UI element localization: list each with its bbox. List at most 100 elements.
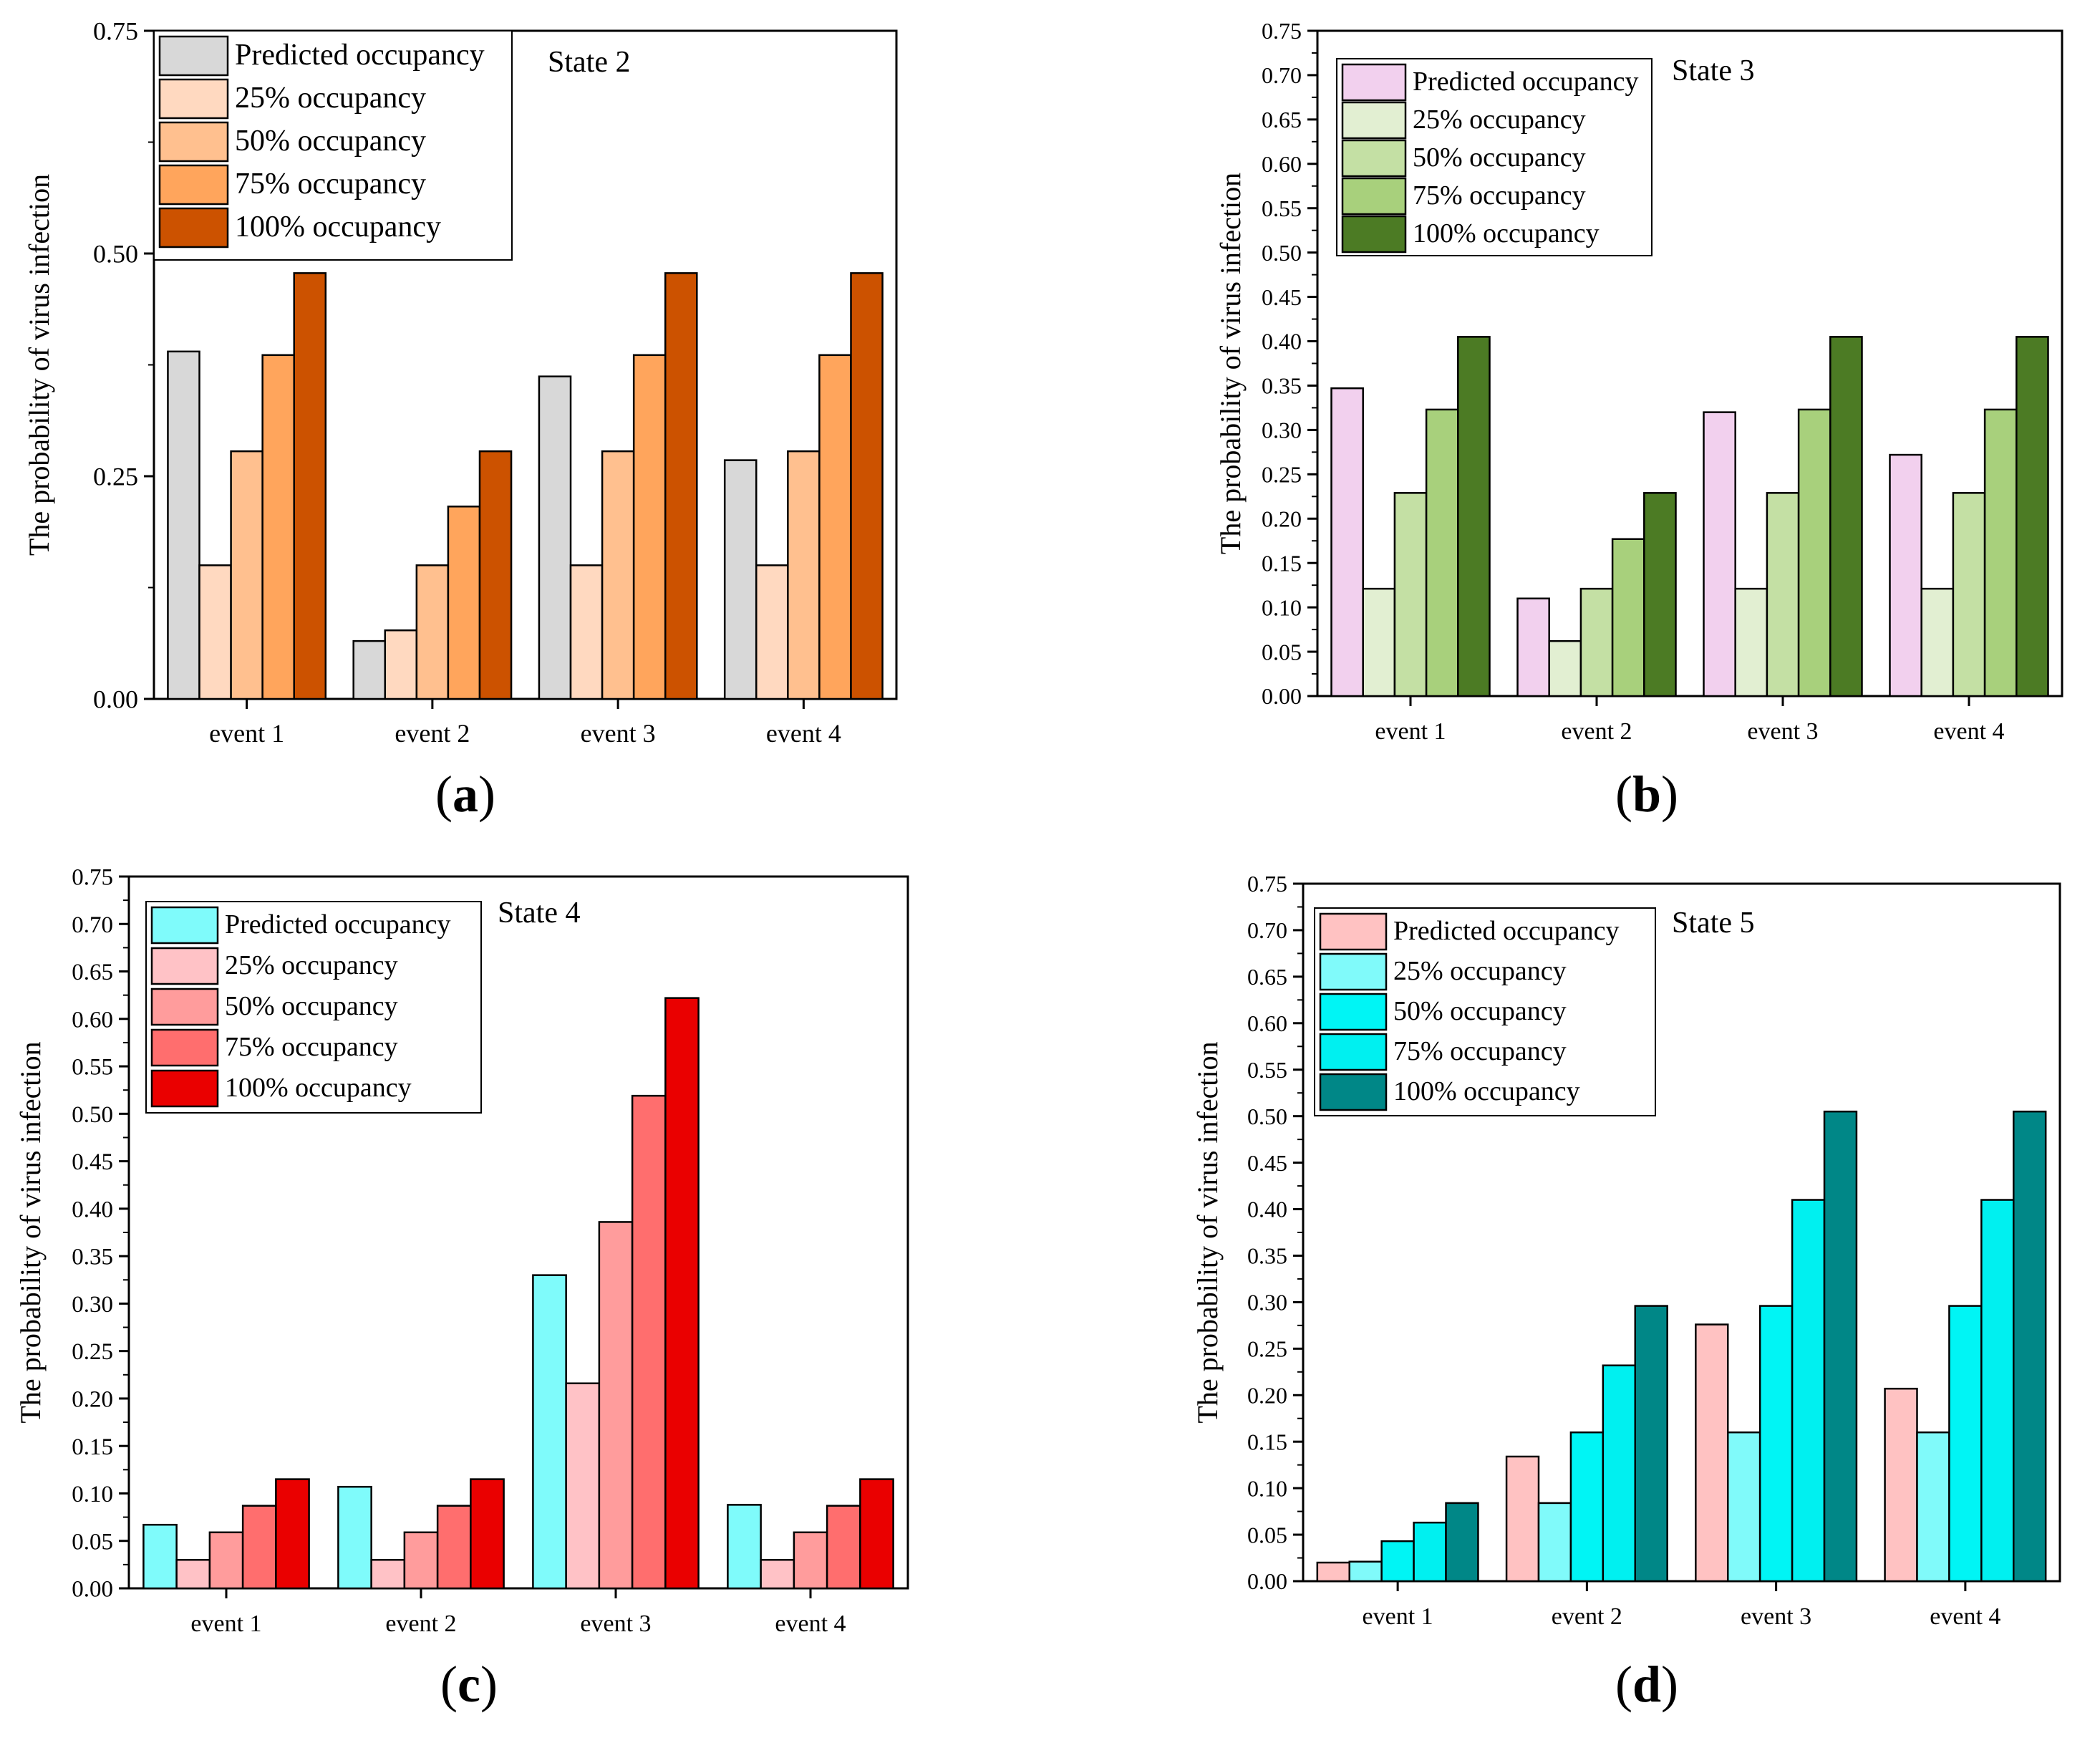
legend-swatch	[158, 164, 229, 206]
bar-event-3-4	[1797, 408, 1832, 697]
legend-swatch	[150, 947, 219, 985]
bar-event-1-3	[1380, 1540, 1415, 1583]
x-tick-label: event 4	[1933, 718, 2004, 745]
bar-event-2-4	[447, 506, 481, 700]
y-tick-label: 0.15	[72, 1434, 113, 1460]
legend-label: Predicted occupancy	[1413, 67, 1638, 97]
bar-event-2-2	[370, 1558, 406, 1590]
y-tick-label: 0.20	[1247, 1382, 1287, 1408]
bar-event-1-1	[142, 1523, 178, 1590]
y-axis-label: The probability of virus infection	[1214, 173, 1247, 554]
bar-event-2-3	[403, 1531, 439, 1590]
bar-event-4-5	[2013, 1110, 2047, 1583]
bar-event-4-3	[787, 450, 821, 700]
chart-title: State 2	[548, 46, 630, 79]
bar-event-3-5	[1829, 336, 1863, 697]
legend: Predicted occupancy 25% occupancy 50% occu…	[153, 30, 513, 261]
legend-swatch	[1319, 912, 1388, 951]
bar-event-3-2	[1734, 587, 1768, 697]
y-tick-label: 0.70	[1247, 917, 1287, 943]
legend-swatch	[1319, 993, 1388, 1031]
bar-event-1-3	[230, 450, 263, 700]
bar-event-2-3	[415, 564, 450, 700]
y-tick-label: 0.20	[1262, 506, 1302, 531]
bar-event-3-1	[1703, 411, 1736, 697]
bar-event-1-1	[1330, 387, 1364, 697]
y-tick-label: 0.60	[72, 1007, 113, 1033]
bar-event-3-3	[601, 450, 635, 700]
legend-label: 100% occupancy	[225, 1073, 412, 1103]
y-tick-label: 0.05	[72, 1529, 113, 1555]
y-tick-label: 0.65	[1247, 964, 1287, 990]
chart-title: State 5	[1672, 907, 1754, 940]
y-tick-label: 0.25	[1247, 1336, 1287, 1362]
bar-event-4-3	[793, 1531, 828, 1590]
chart-title: State 3	[1672, 54, 1754, 87]
legend-swatch	[158, 35, 229, 77]
panel-caption: (c)	[440, 1656, 498, 1713]
x-tick-label: event 1	[190, 1611, 261, 1637]
y-tick-label: 0.70	[1262, 62, 1302, 88]
y-tick-label: 0.00	[72, 1577, 113, 1603]
y-tick-label: 0.10	[1262, 594, 1302, 620]
y-tick-label: 0.60	[1247, 1010, 1287, 1036]
x-tick-label: event 2	[1561, 718, 1632, 745]
legend-swatch	[1319, 1073, 1388, 1111]
legend-swatch	[1341, 101, 1407, 140]
legend-swatch	[1341, 177, 1407, 216]
y-tick-label: 0.20	[72, 1386, 113, 1412]
y-tick-label: 0.15	[1262, 550, 1302, 576]
y-tick-label: 0.75	[1247, 871, 1287, 897]
bar-event-2-4	[1611, 538, 1645, 697]
legend-label: 25% occupancy	[225, 950, 398, 980]
bar-event-1-2	[175, 1558, 211, 1590]
bar-event-3-2	[565, 1382, 601, 1590]
legend-label: 75% occupancy	[1393, 1036, 1567, 1066]
legend-label: Predicted occupancy	[1393, 916, 1619, 946]
y-tick-label: 0.40	[1247, 1197, 1287, 1222]
x-tick-label: event 3	[580, 1611, 651, 1637]
y-tick-label: 0.15	[1247, 1429, 1287, 1454]
y-axis-label: The probability of virus infection	[23, 174, 55, 556]
legend-label: 25% occupancy	[1413, 105, 1586, 135]
bar-event-1-3	[1393, 492, 1428, 697]
bar-event-1-5	[1445, 1502, 1479, 1583]
x-tick-label: event 4	[766, 719, 841, 748]
y-axis-label: The probability of virus infection	[1191, 1041, 1224, 1423]
bar-event-1-2	[1362, 587, 1396, 697]
legend-label: Predicted occupancy	[235, 39, 485, 72]
legend-swatch	[1319, 1033, 1388, 1071]
bar-event-2-2	[1548, 639, 1582, 697]
bar-event-1-4	[1413, 1521, 1447, 1583]
bar-event-3-4	[631, 1094, 667, 1590]
y-tick-label: 0.30	[1247, 1290, 1287, 1315]
y-tick-label: 0.35	[1247, 1243, 1287, 1269]
bar-event-2-1	[337, 1485, 372, 1590]
y-tick-label: 0.60	[1262, 151, 1302, 177]
x-tick-label: event 1	[209, 719, 284, 748]
bar-event-2-5	[470, 1478, 505, 1590]
bar-event-4-5	[859, 1478, 894, 1590]
y-tick-label: 0.10	[72, 1482, 113, 1507]
y-tick-label: 0.35	[1262, 373, 1302, 399]
bar-event-2-5	[1634, 1305, 1668, 1583]
bar-event-4-4	[1980, 1199, 2015, 1583]
bar-event-4-1	[723, 459, 758, 700]
y-tick-label: 0.75	[72, 865, 113, 891]
legend-swatch	[1341, 139, 1407, 178]
y-tick-label: 0.50	[1247, 1104, 1287, 1129]
legend-swatch	[1319, 952, 1388, 991]
bar-event-4-4	[1983, 408, 2018, 697]
legend-label: 50% occupancy	[1393, 996, 1567, 1026]
legend-label: 75% occupancy	[1413, 180, 1586, 211]
y-tick-label: 0.00	[1247, 1568, 1287, 1594]
bar-event-4-2	[755, 564, 789, 700]
y-tick-label: 0.70	[72, 912, 113, 938]
legend-swatch	[150, 1069, 219, 1108]
bar-event-2-2	[1537, 1502, 1572, 1583]
bar-event-3-1	[532, 1274, 567, 1590]
bar-event-4-4	[818, 354, 852, 700]
bar-event-2-1	[1516, 597, 1550, 697]
y-tick-label: 0.35	[72, 1245, 113, 1270]
legend-label: 75% occupancy	[235, 168, 426, 201]
